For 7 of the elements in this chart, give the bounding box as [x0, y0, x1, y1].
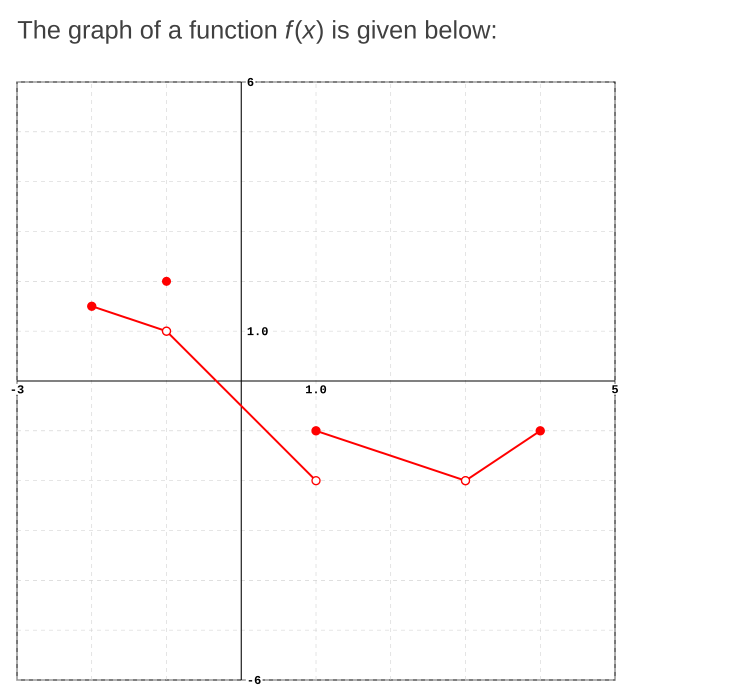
x-tick-label: -3: [12, 385, 24, 394]
y-tick-label: 1.0: [248, 327, 268, 336]
y-tick-label: -6: [248, 676, 261, 684]
x-tick-label: 1.0: [306, 385, 326, 394]
chart-title: The graph of a function f(x) is given below:: [18, 20, 496, 44]
y-tick-label: 6: [248, 78, 254, 86]
x-tick-label: 5: [612, 385, 618, 394]
